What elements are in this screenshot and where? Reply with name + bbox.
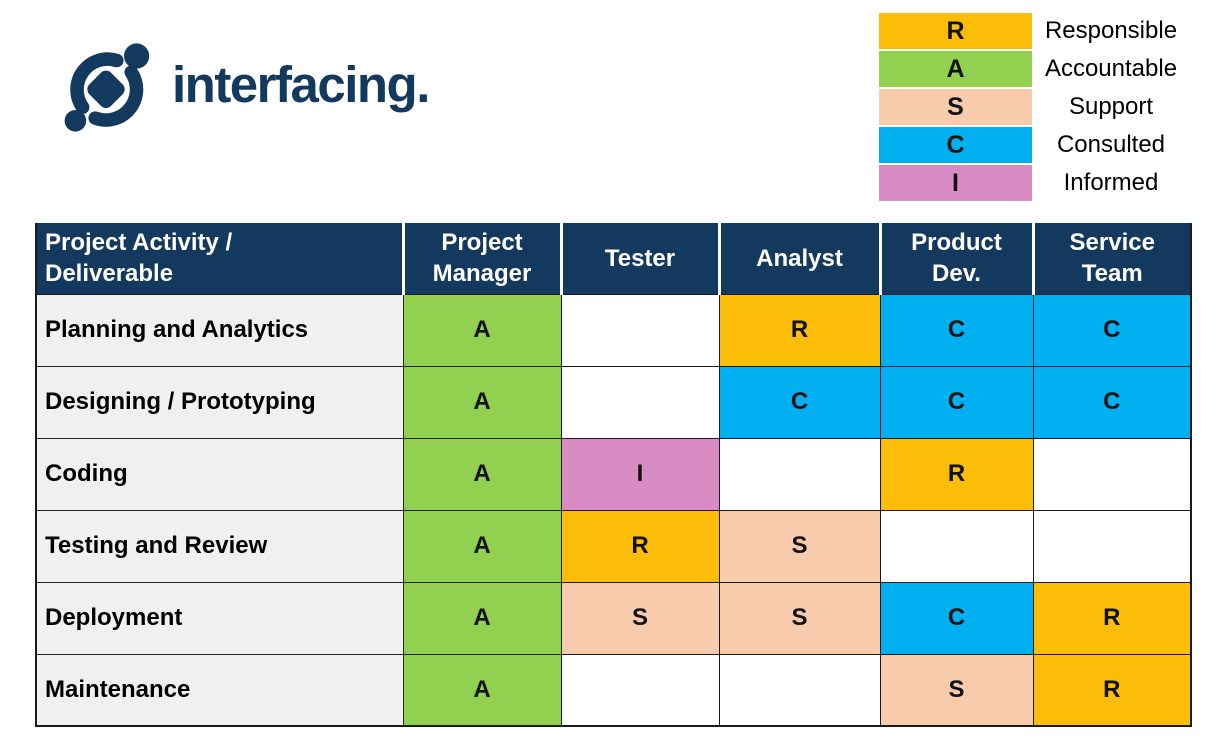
assignment-cell <box>1032 437 1192 511</box>
assignment-cell <box>718 437 881 511</box>
assignment-cell: A <box>402 293 562 367</box>
rasci-matrix-table: Project Activity / Deliverable Project Ma… <box>35 223 1192 727</box>
column-header: Project Activity / Deliverable <box>36 223 405 295</box>
legend-label: Responsible <box>1044 17 1178 44</box>
assignment-cell: S <box>718 509 881 583</box>
legend-item: A Accountable <box>879 51 1190 87</box>
legend-label: Accountable <box>1044 55 1178 82</box>
assignment-cell: A <box>402 581 562 655</box>
legend-item: I Informed <box>879 165 1190 201</box>
legend: R Responsible A Accountable S Support C Consult… <box>879 13 1190 203</box>
legend-item: C Consulted <box>879 127 1190 163</box>
assignment-cell: R <box>718 293 881 367</box>
assignment-cell: C <box>879 581 1034 655</box>
column-header: Project Manager <box>403 223 563 295</box>
assignment-cell <box>1032 509 1192 583</box>
assignment-cell: S <box>560 581 720 655</box>
assignment-cell: C <box>879 365 1034 439</box>
activity-label: Coding <box>35 437 404 511</box>
assignment-cell <box>560 293 720 367</box>
column-header: Tester <box>561 223 721 295</box>
legend-item: S Support <box>879 89 1190 125</box>
assignment-cell: R <box>1032 581 1192 655</box>
legend-label: Support <box>1068 93 1154 120</box>
assignment-cell: C <box>1032 365 1192 439</box>
assignment-cell: C <box>879 293 1034 367</box>
activity-label: Designing / Prototyping <box>35 365 404 439</box>
column-header: Product Dev. <box>880 223 1035 295</box>
assignment-cell: A <box>402 509 562 583</box>
assignment-cell: C <box>1032 293 1192 367</box>
activity-label: Deployment <box>35 581 404 655</box>
activity-label: Testing and Review <box>35 509 404 583</box>
assignment-cell <box>560 365 720 439</box>
assignment-cell <box>879 509 1034 583</box>
matrix-container: Project Activity / Deliverable Project Ma… <box>35 223 1192 727</box>
legend-label: Informed <box>1063 169 1159 196</box>
interfacing-logo: interfacing. <box>52 38 430 137</box>
assignment-cell: R <box>1032 653 1192 727</box>
assignment-cell: C <box>718 365 881 439</box>
legend-swatch-C: C <box>879 127 1032 163</box>
assignment-cell: S <box>879 653 1034 727</box>
legend-swatch-S: S <box>879 89 1032 125</box>
activity-label: Planning and Analytics <box>35 293 404 367</box>
header-row: Project Activity / Deliverable Project Ma… <box>36 223 1191 295</box>
assignment-cell: R <box>879 437 1034 511</box>
table-row: Testing and Review A R S <box>35 509 1192 583</box>
legend-swatch-R: R <box>879 13 1032 49</box>
table-row: Coding A I R <box>35 437 1192 511</box>
assignment-cell: S <box>718 581 881 655</box>
legend-swatch-I: I <box>879 165 1032 201</box>
assignment-cell <box>718 653 881 727</box>
brand-text: interfacing. <box>172 56 430 113</box>
table-row: Maintenance A S R <box>35 653 1192 727</box>
activity-label: Maintenance <box>35 653 404 727</box>
legend-label: Consulted <box>1056 131 1166 158</box>
assignment-cell <box>560 653 720 727</box>
column-header: Service Team <box>1033 223 1191 295</box>
assignment-cell: R <box>560 509 720 583</box>
legend-swatch-A: A <box>879 51 1032 87</box>
assignment-cell: A <box>402 437 562 511</box>
assignment-cell: A <box>402 653 562 727</box>
table-row: Planning and Analytics A R C C <box>35 293 1192 367</box>
interfacing-logo-icon <box>64 43 150 132</box>
assignment-cell: I <box>560 437 720 511</box>
column-header: Analyst <box>719 223 882 295</box>
table-row: Deployment A S S C R <box>35 581 1192 655</box>
table-row: Designing / Prototyping A C C C <box>35 365 1192 439</box>
assignment-cell: A <box>402 365 562 439</box>
legend-item: R Responsible <box>879 13 1190 49</box>
